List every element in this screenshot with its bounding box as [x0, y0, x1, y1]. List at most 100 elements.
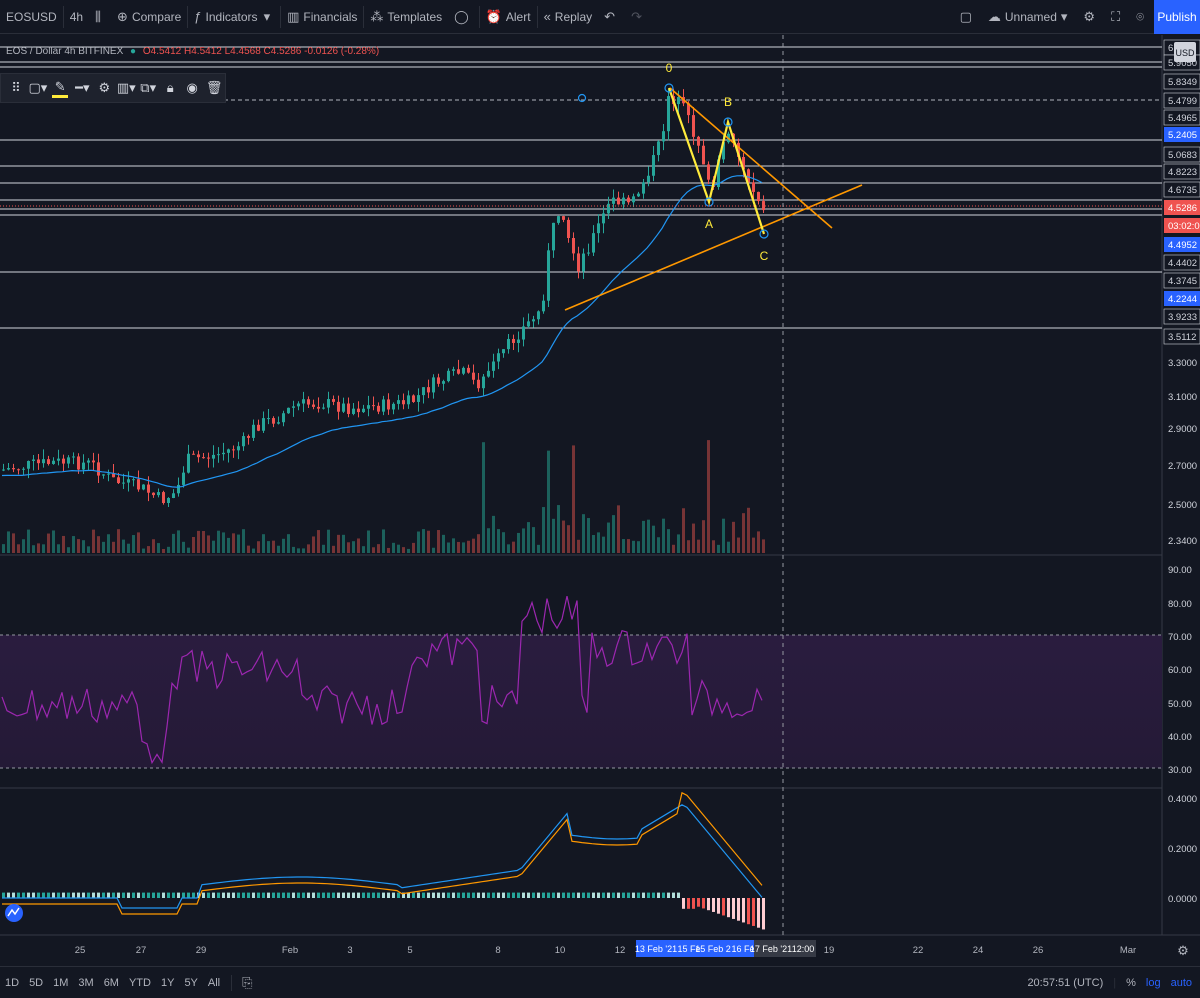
- symbol-search-button[interactable]: EOSUSD: [0, 0, 63, 34]
- line-handle[interactable]: [577, 93, 587, 103]
- macd-histogram-bar: [527, 892, 530, 898]
- candle-body: [597, 223, 600, 234]
- candle-body: [72, 456, 75, 458]
- visibility-icon[interactable]: ▥▾: [116, 80, 136, 95]
- legend-ohlc: O4.5412 H4.5412 L4.4568 C4.5286 -0.0126 …: [142, 46, 380, 57]
- chart-canvas[interactable]: 0 A B C 6.05.90505.83495.47995.49655.240…: [0, 35, 1200, 965]
- price-label: 5.4965: [1168, 113, 1197, 124]
- macd-histogram-bar: [542, 892, 545, 898]
- macd-histogram-bar: [327, 892, 330, 898]
- pattern-handle[interactable]: [723, 117, 733, 127]
- candle-body: [92, 460, 95, 463]
- redo-button[interactable]: ↷: [625, 0, 652, 34]
- price-label: 5.0683: [1168, 150, 1197, 161]
- macd-histogram-bar: [562, 892, 565, 898]
- indicators-button[interactable]: ƒ Indicators ▾: [188, 0, 280, 34]
- macd-histogram-bar: [427, 892, 430, 898]
- candle-body: [187, 453, 190, 473]
- range-3m[interactable]: 3M: [78, 976, 94, 989]
- hide-icon[interactable]: ◉: [186, 80, 198, 95]
- macd-histogram-bar: [162, 892, 165, 898]
- rsi-axis[interactable]: 90.00 80.00 70.00 60.00 50.00 40.00 30.00: [1168, 565, 1192, 776]
- compare-button[interactable]: ⊕ Compare: [111, 0, 187, 34]
- macd-histogram-bar: [572, 892, 575, 898]
- templates-button[interactable]: ⁂ Templates: [364, 0, 448, 34]
- trash-icon[interactable]: 🗑︎: [205, 80, 223, 95]
- settings-button[interactable]: ⚙: [1077, 0, 1105, 34]
- macd-histogram-bar: [42, 892, 45, 898]
- macd-histogram-bar: [552, 892, 555, 898]
- financials-button[interactable]: ▥ Financials: [281, 0, 363, 34]
- clock-label[interactable]: 20:57:51 (UTC): [1027, 977, 1104, 989]
- range-1m[interactable]: 1M: [53, 976, 69, 989]
- replay-button[interactable]: «Replay: [538, 0, 599, 34]
- layout-toggle-button[interactable]: ▢: [954, 0, 982, 34]
- chart-area[interactable]: 0 A B C 6.05.90505.83495.47995.49655.240…: [0, 35, 1200, 965]
- resistance-trendline[interactable]: [669, 87, 833, 229]
- layout-name-button[interactable]: ☁ Unnamed ▾: [982, 0, 1078, 34]
- currency-badge[interactable]: [1174, 42, 1196, 62]
- line-color-icon[interactable]: ✎: [51, 79, 69, 98]
- volume-bar: [117, 529, 120, 553]
- pattern-handle[interactable]: [664, 83, 674, 93]
- candle-body: [532, 319, 535, 322]
- candle-body: [207, 457, 210, 459]
- support-trendline[interactable]: [564, 184, 863, 311]
- axis-settings-icon[interactable]: ⚙: [1177, 943, 1189, 958]
- line-width-icon[interactable]: ━▾: [75, 80, 90, 95]
- date-range-icon[interactable]: ⎘: [231, 974, 257, 991]
- volume-bar: [297, 548, 300, 553]
- alert-button[interactable]: ⏰ Alert: [480, 0, 537, 34]
- snapshot-button[interactable]: ⌾: [1130, 0, 1154, 34]
- interval-button[interactable]: 4h: [64, 0, 89, 34]
- candle-body: [492, 361, 495, 371]
- gear-icon[interactable]: ⚙: [98, 80, 111, 95]
- volume-bar: [172, 533, 175, 553]
- candle-body: [502, 349, 505, 354]
- fullscreen-button[interactable]: ⛶: [1105, 0, 1130, 34]
- range-all[interactable]: All: [207, 976, 221, 989]
- macd-histogram-bar: [477, 892, 480, 898]
- volume-bar: [437, 530, 440, 553]
- abcd-pattern[interactable]: [667, 87, 766, 235]
- log-toggle[interactable]: log: [1145, 977, 1161, 989]
- volume-bar: [122, 539, 125, 553]
- volume-bar: [162, 548, 165, 553]
- price-label: 5.4799: [1168, 96, 1197, 107]
- candle-body: [252, 424, 255, 438]
- macd-histogram-bar: [737, 898, 740, 921]
- macd-histogram-bar: [532, 892, 535, 898]
- candle-body: [677, 97, 680, 105]
- candle-body: [527, 321, 530, 327]
- lock-icon[interactable]: 🔒︎: [166, 80, 174, 95]
- candle-body: [702, 145, 705, 165]
- percent-toggle[interactable]: %: [1126, 977, 1136, 989]
- price-axis[interactable]: 6.05.90505.83495.47995.49655.24055.06834…: [1163, 39, 1200, 547]
- volume-bar: [202, 531, 205, 553]
- volume-bar: [762, 539, 765, 553]
- range-5d[interactable]: 5D: [29, 976, 44, 989]
- volume-bar: [127, 543, 130, 553]
- range-1d[interactable]: 1D: [5, 976, 20, 989]
- range-ytd[interactable]: YTD: [128, 976, 151, 989]
- candle-body: [437, 377, 440, 384]
- clone-icon[interactable]: ⧉▾: [140, 80, 157, 95]
- candle-body: [112, 473, 115, 478]
- undo-button[interactable]: ↶: [598, 0, 625, 34]
- horizontal-lines[interactable]: [0, 46, 1162, 329]
- publish-button[interactable]: Publish: [1154, 0, 1200, 34]
- moving-average-line: [1, 175, 763, 488]
- alert-dot-button[interactable]: ◯: [448, 0, 479, 34]
- range-5y[interactable]: 5Y: [184, 976, 198, 989]
- macd-axis[interactable]: 0.4000 0.2000 0.0000: [1168, 794, 1197, 905]
- macd-histogram-bar: [607, 892, 610, 898]
- range-1y[interactable]: 1Y: [160, 976, 175, 989]
- auto-toggle[interactable]: auto: [1170, 977, 1192, 989]
- chart-legend[interactable]: EOS / Dollar 4h BITFINEX ● O4.5412 H4.54…: [6, 46, 379, 57]
- chart-style-button[interactable]: ⫼: [89, 0, 111, 34]
- pattern-handle[interactable]: [759, 229, 769, 239]
- range-6m[interactable]: 6M: [103, 976, 119, 989]
- template-icon[interactable]: ▢▾: [28, 80, 48, 95]
- drag-handle-icon[interactable]: ⠿: [11, 80, 21, 95]
